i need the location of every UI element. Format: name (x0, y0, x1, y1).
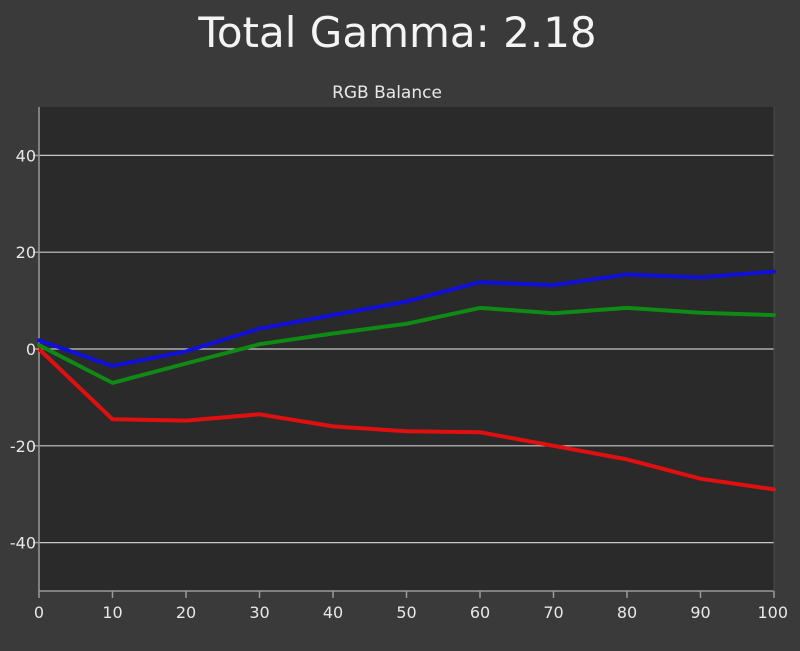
x-tick-label-60: 60 (470, 603, 490, 622)
y-tick-label--40: -40 (10, 534, 36, 553)
x-tick-label-50: 50 (396, 603, 416, 622)
y-tick-label--20: -20 (10, 437, 36, 456)
y-tick-labels: -40 -20 0 20 40 (10, 146, 39, 553)
x-tick-label-20: 20 (176, 603, 196, 622)
chart-subtitle: RGB Balance (332, 83, 442, 103)
x-tick-label-70: 70 (543, 603, 563, 622)
y-tick-label-40: 40 (16, 146, 36, 165)
y-tick-label-0: 0 (26, 340, 36, 359)
x-tick-labels: 0 10 20 30 40 50 60 70 80 90 100 (34, 591, 788, 622)
series-line-blue (37, 269, 776, 368)
x-tick-label-30: 30 (249, 603, 269, 622)
y-tick-label-20: 20 (16, 243, 36, 262)
x-tick-label-90: 90 (690, 603, 710, 622)
series-line-red (37, 347, 776, 492)
x-tick-label-10: 10 (102, 603, 122, 622)
x-tick-label-0: 0 (34, 603, 44, 622)
series-line-green (37, 305, 776, 385)
x-tick-label-80: 80 (617, 603, 637, 622)
x-tick-label-100: 100 (757, 603, 788, 622)
gridlines (39, 154, 774, 544)
x-tick-label-40: 40 (323, 603, 343, 622)
series-lines (37, 269, 776, 492)
page-title: Total Gamma: 2.18 (198, 8, 597, 57)
